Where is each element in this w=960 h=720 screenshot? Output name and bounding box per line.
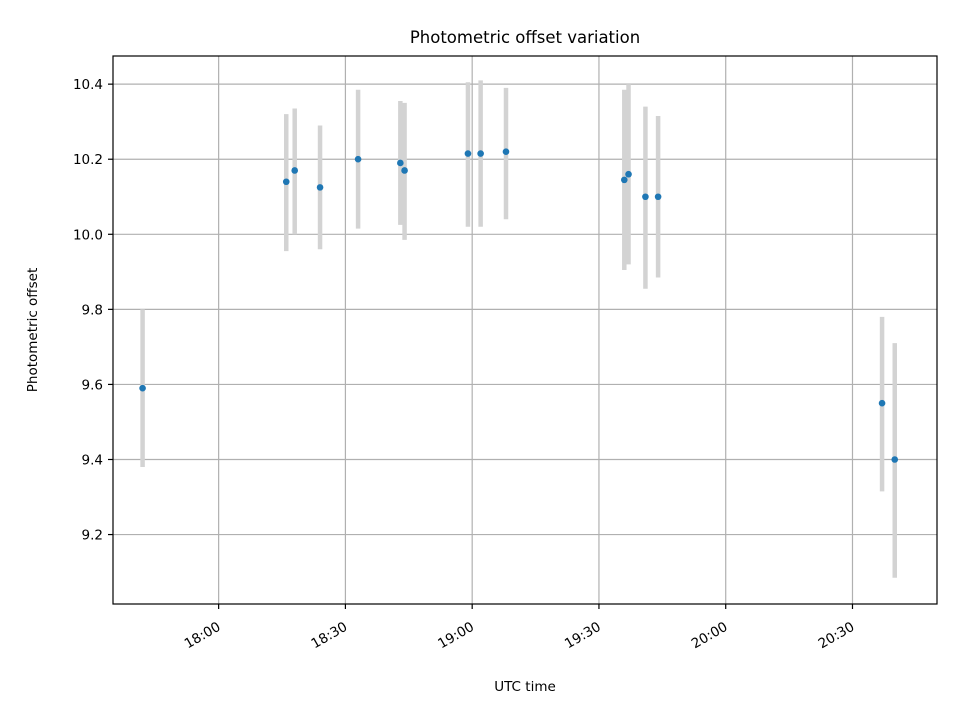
y-tick-label: 9.2	[82, 528, 103, 544]
x-tick-label: 18:00	[182, 619, 224, 652]
data-point	[625, 170, 632, 178]
y-tick-label: 10.4	[73, 77, 103, 93]
data-points	[139, 148, 899, 463]
data-point	[654, 193, 662, 201]
y-tick-label: 9.4	[82, 452, 103, 468]
chart-title: Photometric offset variation	[410, 28, 640, 47]
data-point	[354, 155, 362, 163]
y-axis-label: Photometric offset	[25, 268, 41, 392]
x-axis-label: UTC time	[494, 679, 556, 695]
y-tick-label: 10.0	[73, 227, 103, 243]
data-point	[139, 384, 146, 392]
data-point	[621, 176, 628, 184]
y-tick-label: 9.6	[82, 377, 103, 393]
data-point	[878, 399, 886, 407]
x-tick-label: 20:30	[816, 619, 858, 652]
x-tick-label: 20:00	[689, 619, 731, 652]
data-point	[502, 148, 510, 156]
data-point	[397, 159, 404, 167]
data-point	[477, 150, 484, 157]
data-point	[316, 184, 324, 191]
data-point	[282, 178, 290, 186]
data-point	[291, 167, 299, 174]
x-axis-ticks: 18:00 18:30 19:00 19:30 20:00 20:30	[182, 604, 858, 652]
data-point	[891, 456, 899, 463]
error-bars	[140, 80, 897, 578]
y-tick-label: 9.8	[82, 302, 103, 318]
plot-frame	[112, 55, 938, 605]
x-tick-label: 19:30	[562, 619, 604, 652]
data-point	[401, 167, 408, 174]
data-point	[642, 193, 649, 201]
grid-lines	[113, 56, 937, 604]
y-tick-label: 10.2	[73, 152, 103, 168]
data-point	[464, 150, 472, 157]
y-axis-ticks: 9.2 9.4 9.6 9.8 10.0 10.2 10.4	[73, 77, 113, 544]
x-tick-label: 18:30	[309, 619, 351, 652]
x-tick-label: 19:00	[435, 619, 477, 652]
